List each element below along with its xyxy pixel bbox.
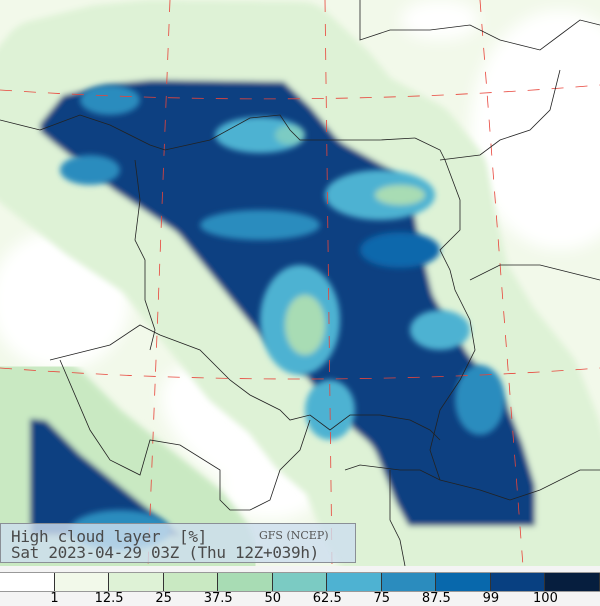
model-source: GFS (NCEP): [259, 529, 329, 542]
legend-swatch: [272, 573, 328, 591]
legend-label: 100: [533, 591, 558, 606]
legend-label: 75: [373, 591, 391, 606]
legend-label: 25: [155, 591, 172, 606]
legend-label: 50: [264, 591, 281, 606]
legend-label: 37.5: [203, 591, 233, 606]
legend-swatch: [327, 573, 382, 591]
country-borders: [0, 0, 600, 566]
legend-swatch: [490, 573, 546, 591]
cloud-map: [0, 0, 600, 566]
title-box: High cloud layer [%] GFS (NCEP) Sat 2023…: [0, 523, 356, 563]
legend-label: 87.5: [421, 591, 451, 606]
legend-swatch: [381, 573, 437, 591]
legend-swatch: [545, 573, 600, 591]
valid-time: Sat 2023-04-29 03Z (Thu 12Z+039h): [11, 543, 319, 562]
legend-swatch: [163, 573, 219, 591]
legend-label: 99: [482, 591, 500, 606]
legend-label: 62.5: [312, 591, 342, 606]
legend-swatch: [54, 573, 110, 591]
legend-swatch: [218, 573, 273, 591]
legend-swatch: [436, 573, 491, 591]
field-title: High cloud layer [%]: [11, 527, 207, 546]
cloud-band-southwest: [0, 355, 262, 566]
color-legend: [0, 572, 600, 592]
legend-swatch: [0, 573, 55, 591]
legend-swatch: [109, 573, 164, 591]
legend-label: 12.5: [94, 591, 124, 606]
legend-label: 1: [50, 591, 59, 606]
